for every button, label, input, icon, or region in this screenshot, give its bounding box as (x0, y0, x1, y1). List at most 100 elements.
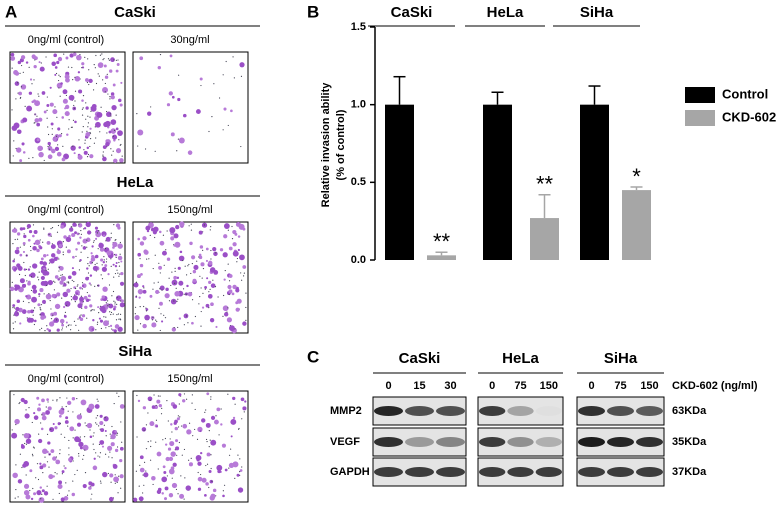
cell (23, 489, 30, 496)
cell (43, 293, 45, 295)
cell (33, 230, 38, 234)
cell (188, 422, 191, 424)
cell (95, 121, 101, 128)
cell (65, 246, 67, 248)
cell (80, 399, 87, 406)
cell (22, 300, 25, 302)
cell (151, 405, 156, 409)
cell (46, 254, 49, 257)
cell (178, 441, 180, 444)
cell (86, 230, 92, 235)
cell (169, 441, 175, 447)
cell (76, 469, 78, 471)
cell (60, 497, 65, 502)
cell (173, 233, 179, 239)
cell (180, 425, 183, 427)
cell (116, 432, 119, 434)
cell (211, 480, 213, 482)
cell (38, 271, 40, 273)
cell (86, 156, 89, 158)
cell (210, 439, 217, 446)
cell (94, 404, 100, 409)
cell (12, 322, 14, 324)
cell (66, 304, 68, 307)
cell (47, 154, 53, 160)
cell (100, 106, 102, 108)
cell (107, 273, 110, 276)
cell (20, 84, 27, 90)
cell (227, 124, 229, 127)
cell (13, 140, 15, 142)
dose: 150 (640, 380, 658, 392)
cell (119, 446, 124, 451)
cell (228, 280, 231, 282)
cell (79, 446, 83, 450)
cell (77, 154, 83, 160)
cell (81, 284, 85, 288)
cell (28, 66, 30, 69)
cell (102, 79, 104, 81)
cell (59, 318, 65, 324)
cell (40, 422, 42, 424)
cell (81, 288, 83, 290)
cell (208, 280, 212, 284)
cell (143, 484, 145, 486)
cell (56, 328, 60, 332)
cell (180, 475, 182, 477)
cell (159, 53, 162, 56)
cell (177, 415, 179, 417)
cell (208, 291, 210, 293)
cell (192, 278, 197, 283)
cell (197, 471, 199, 474)
cell (149, 459, 152, 461)
cell (94, 226, 99, 230)
cell (85, 106, 89, 110)
cell (48, 148, 51, 150)
cell (200, 310, 202, 313)
cell (174, 241, 181, 248)
cell (85, 221, 91, 228)
cell (33, 323, 36, 326)
cell (205, 303, 210, 308)
cell (12, 472, 18, 479)
cell (27, 268, 31, 271)
cell (22, 242, 26, 245)
dose: 0 (385, 380, 391, 392)
cell (171, 95, 175, 99)
protein: GAPDH (330, 466, 370, 478)
cell (33, 492, 37, 496)
cell (177, 426, 180, 428)
cell (231, 292, 235, 296)
cell (182, 113, 187, 118)
cell (79, 54, 81, 56)
cell (157, 468, 159, 470)
cell (147, 111, 152, 116)
cell (210, 396, 212, 398)
cell (162, 250, 167, 256)
legend-label: CKD-602 (722, 109, 776, 124)
cell (167, 420, 169, 422)
cell (164, 437, 167, 440)
cell (112, 241, 118, 248)
cell (68, 282, 70, 284)
cell (67, 400, 72, 406)
cell (33, 64, 37, 69)
cell (88, 403, 95, 410)
cell (40, 62, 42, 64)
cell (47, 145, 49, 148)
cell (152, 316, 154, 319)
cell (194, 428, 196, 431)
cell (190, 229, 193, 231)
cell (61, 329, 63, 331)
cell (119, 144, 121, 146)
cell (82, 246, 87, 250)
cell (119, 253, 121, 255)
cell (64, 436, 66, 438)
cell (157, 395, 159, 397)
cell (101, 295, 105, 299)
band (578, 467, 605, 477)
cell (234, 403, 236, 405)
cell (36, 138, 40, 142)
cell (90, 106, 94, 109)
cell (121, 155, 123, 157)
